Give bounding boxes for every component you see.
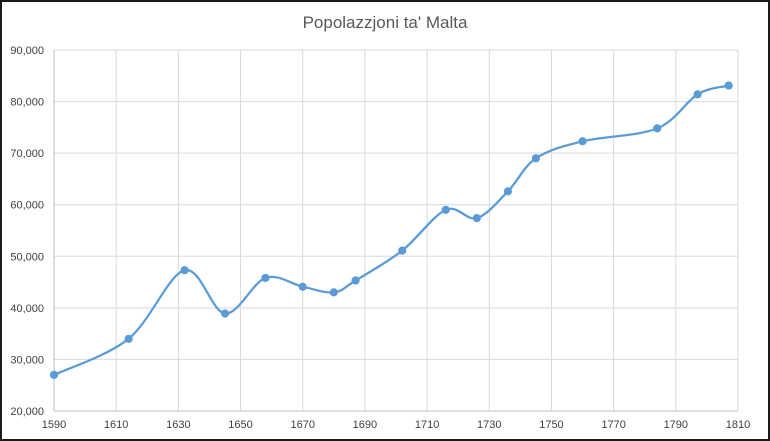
- x-tick-label: 1730: [477, 419, 501, 431]
- x-tick-label: 1630: [166, 419, 190, 431]
- data-point-16: [724, 81, 733, 90]
- x-tick-label: 1790: [664, 419, 688, 431]
- y-tick-label: 80,000: [10, 97, 44, 109]
- axes: [53, 50, 738, 412]
- x-tick-label: 1770: [601, 419, 625, 431]
- series-line-layer: [53, 84, 729, 376]
- x-tick-label: 1610: [104, 419, 128, 431]
- data-point-1: [124, 334, 133, 343]
- y-tick-label: 30,000: [10, 354, 44, 366]
- chart-title: Popolazzjoni ta' Malta: [302, 13, 468, 32]
- data-point-9: [441, 205, 450, 214]
- data-point-4: [261, 273, 270, 283]
- data-point-3: [220, 309, 230, 318]
- data-point-10: [472, 214, 481, 223]
- y-tick-label: 40,000: [10, 303, 44, 315]
- data-point-8: [398, 246, 407, 255]
- series-line-0: [53, 84, 729, 376]
- data-point-13: [578, 137, 587, 146]
- gridlines: [53, 49, 739, 412]
- y-tick-label: 70,000: [10, 148, 44, 160]
- x-tick-label: 1810: [726, 419, 750, 431]
- data-point-12: [531, 154, 541, 163]
- y-tick-label: 60,000: [10, 200, 44, 212]
- data-point-14: [653, 124, 662, 133]
- x-tick-label: 1750: [539, 419, 563, 431]
- data-point-11: [503, 187, 513, 196]
- data-point-7: [351, 276, 360, 285]
- data-point-0: [49, 370, 59, 379]
- data-point-6: [329, 288, 338, 297]
- data-point-5: [298, 282, 307, 291]
- x-tick-label: 1690: [353, 419, 377, 431]
- x-tick-label: 1670: [290, 419, 314, 431]
- y-tick-label: 50,000: [10, 251, 44, 263]
- y-tick-label: 90,000: [10, 45, 44, 57]
- x-tick-label: 1650: [228, 419, 252, 431]
- data-point-2: [180, 266, 189, 275]
- data-points: [49, 81, 733, 379]
- tick-labels: 1590 1610 1630 1650 1670 1690 1710 1730 1750 1770…: [10, 45, 750, 431]
- data-point-15: [693, 90, 702, 99]
- y-tick-label: 20,000: [10, 406, 44, 418]
- x-tick-label: 1590: [42, 419, 66, 431]
- x-tick-label: 1710: [415, 419, 439, 431]
